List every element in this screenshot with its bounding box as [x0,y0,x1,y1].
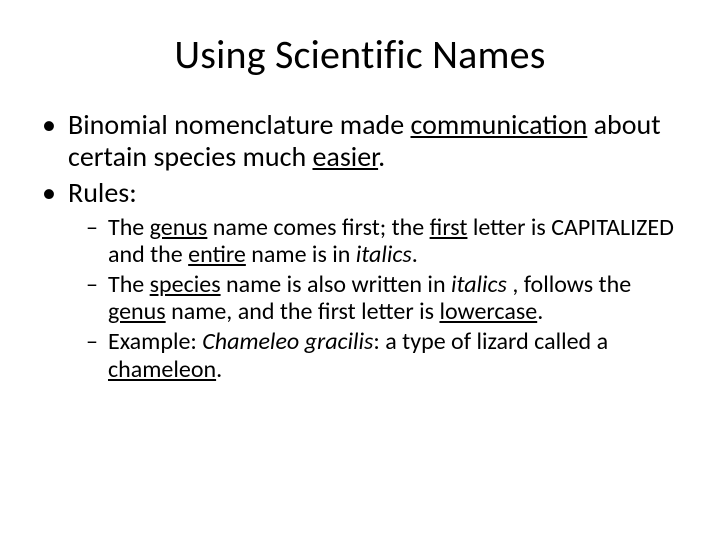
sub-bullet-item: Example: Chameleo gracilis: a type of li… [86,328,680,383]
bullet-item: Rules: The genus name comes first; the f… [40,177,680,383]
sub-bullet-item: The species name is also written in ital… [86,271,680,326]
text-run: name is also written in [221,270,451,299]
text-run: Example: [108,327,202,356]
text-run: name comes first; the [207,213,429,242]
text-run: . [412,240,418,269]
text-run: , follows the [507,270,631,299]
italic-text: italics [451,270,507,299]
underlined-text: genus [150,213,208,242]
text-run: Rules: [68,175,137,210]
underlined-text: genus [108,297,166,326]
underlined-text: species [150,270,221,299]
sub-bullet-list: The genus name comes first; the first le… [68,214,680,384]
bullet-list: Binomial nomenclature made communication… [40,109,680,383]
text-run: The [108,270,150,299]
slide-title: Using Scientific Names [40,30,680,79]
underlined-text: entire [188,240,246,269]
underlined-text: first [430,213,468,242]
slide-body: Binomial nomenclature made communication… [40,109,680,387]
sub-bullet-item: The genus name comes first; the first le… [86,214,680,269]
text-run: name, and the first letter is [166,297,440,326]
text-run: Binomial nomenclature made [68,107,411,142]
italic-text: italics [356,240,412,269]
text-run: The [108,213,150,242]
bullet-item: Binomial nomenclature made communication… [40,109,680,173]
text-run: . [378,139,385,174]
text-run: . [216,355,222,384]
slide: Using Scientific Names Binomial nomencla… [0,0,720,540]
underlined-text: chameleon [108,355,216,384]
text-run: name is in [246,240,356,269]
underlined-text: communication [411,107,588,142]
underlined-text: lowercase [439,297,537,326]
underlined-text: easier [312,139,378,174]
text-run: : a type of lizard called a [373,327,608,356]
italic-text: Chameleo gracilis [202,327,373,356]
text-run: . [537,297,543,326]
